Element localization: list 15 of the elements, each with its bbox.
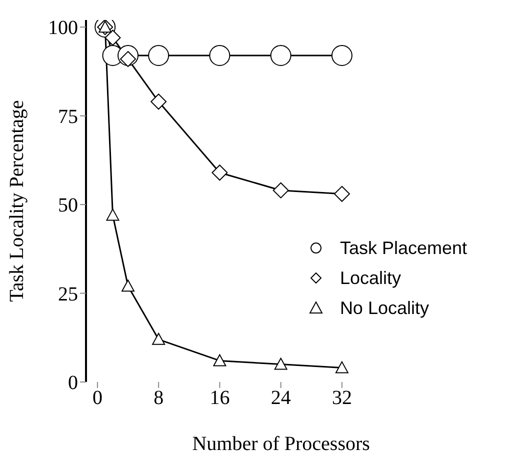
x-tick-label: 16 (210, 387, 230, 410)
x-tick-label: 24 (270, 387, 291, 410)
y-tick-label: 100 (48, 17, 78, 40)
y-tick-label: 25 (58, 283, 78, 306)
x-tick-label: 0 (92, 387, 102, 410)
y-tick-label: 0 (68, 372, 78, 394)
x-tick-label: 8 (154, 387, 164, 410)
x-axis-title: Number of Processors (192, 433, 370, 455)
legend-label: Locality (340, 268, 401, 288)
legend-label: Task Placement (340, 238, 467, 258)
y-tick-label: 75 (58, 106, 78, 128)
y-tick-label: 50 (58, 194, 78, 217)
y-axis-title: Task Locality Percentage (6, 100, 28, 302)
legend-label: No Locality (340, 298, 429, 318)
x-tick-label: 32 (332, 387, 352, 410)
